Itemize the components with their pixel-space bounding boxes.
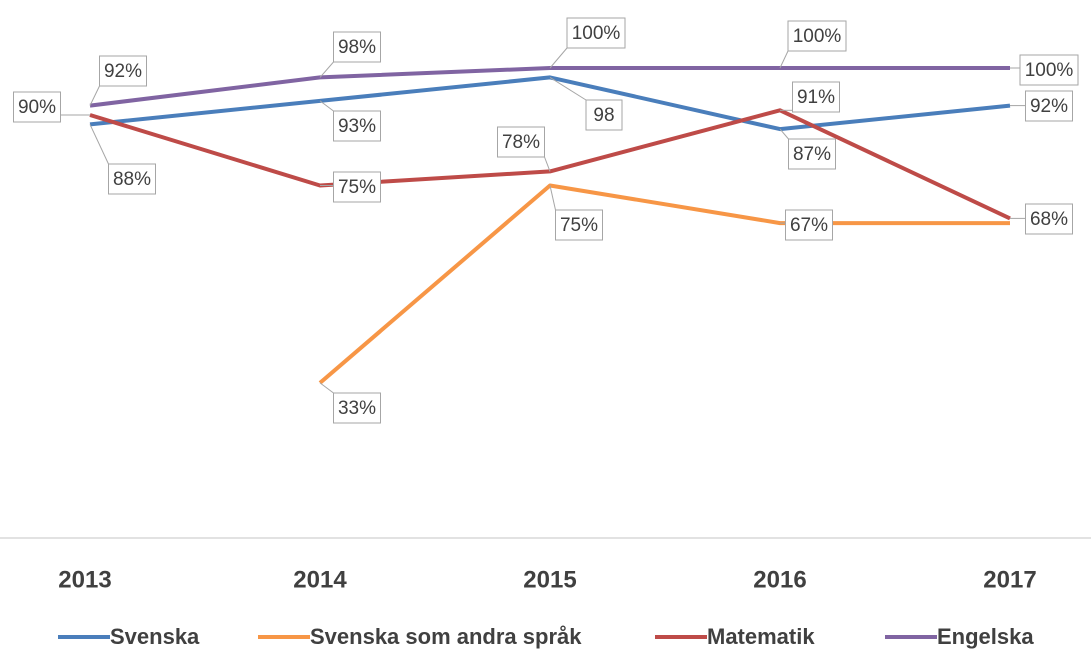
legend-label: Svenska bbox=[110, 624, 200, 649]
data-label-text: 100% bbox=[1025, 60, 1074, 81]
x-tick-label: 2017 bbox=[983, 566, 1036, 593]
data-label: 33% bbox=[319, 382, 381, 424]
label-leader bbox=[549, 76, 587, 101]
data-label-text: 33% bbox=[338, 398, 376, 419]
label-leader bbox=[89, 124, 109, 165]
data-label-text: 68% bbox=[1030, 209, 1068, 230]
label-leader bbox=[549, 47, 568, 69]
data-label-text: 87% bbox=[793, 144, 831, 165]
data-label: 75% bbox=[549, 185, 603, 241]
data-label: 98% bbox=[319, 31, 381, 78]
label-box bbox=[788, 138, 836, 170]
label-box bbox=[99, 55, 147, 87]
label-leader bbox=[544, 156, 551, 172]
label-box bbox=[108, 163, 156, 195]
data-label-text: 75% bbox=[560, 215, 598, 236]
legend-label: Matematik bbox=[707, 624, 815, 649]
data-label: 100% bbox=[779, 20, 847, 69]
data-label-text: 75% bbox=[338, 177, 376, 198]
label-box bbox=[1019, 54, 1079, 86]
data-label-text: 100% bbox=[572, 23, 621, 44]
label-leader bbox=[319, 382, 334, 394]
label-box bbox=[333, 392, 381, 424]
data-label: 100% bbox=[549, 17, 626, 69]
series-line bbox=[89, 75, 1011, 132]
data-label-text: 93% bbox=[338, 116, 376, 137]
label-leader bbox=[779, 128, 789, 140]
label-box bbox=[497, 126, 545, 158]
data-label: 100% bbox=[1010, 54, 1079, 86]
label-box bbox=[13, 91, 61, 123]
data-label-text: 90% bbox=[18, 97, 56, 118]
data-label-text: 78% bbox=[502, 132, 540, 153]
data-label-text: 92% bbox=[104, 61, 142, 82]
data-label-text: 100% bbox=[793, 26, 842, 47]
data-label: 78% bbox=[497, 126, 551, 172]
data-label: 67% bbox=[780, 209, 833, 241]
data-label: 92% bbox=[1010, 90, 1073, 122]
label-box bbox=[792, 81, 840, 113]
label-leader bbox=[319, 61, 334, 78]
label-leader bbox=[319, 100, 334, 112]
data-label: 98 bbox=[549, 76, 623, 131]
data-label: 87% bbox=[779, 128, 836, 170]
legend-label: Engelska bbox=[937, 624, 1034, 649]
label-box bbox=[585, 99, 623, 131]
label-box bbox=[333, 171, 381, 203]
label-box bbox=[566, 17, 626, 49]
data-label: 68% bbox=[1010, 203, 1073, 235]
label-box bbox=[555, 209, 603, 241]
data-label-text: 91% bbox=[797, 87, 835, 108]
label-box bbox=[333, 31, 381, 63]
x-tick-label: 2014 bbox=[293, 566, 347, 593]
series-line bbox=[89, 108, 1011, 221]
x-tick-label: 2015 bbox=[523, 566, 576, 593]
label-box bbox=[785, 209, 833, 241]
data-label-text: 98% bbox=[338, 37, 376, 58]
data-label: 93% bbox=[319, 100, 381, 142]
label-box bbox=[1025, 90, 1073, 122]
label-box bbox=[1025, 203, 1073, 235]
series-line bbox=[318, 183, 1010, 385]
label-box bbox=[787, 20, 847, 52]
x-tick-label: 2013 bbox=[58, 566, 111, 593]
data-label: 88% bbox=[89, 124, 156, 195]
data-label: 90% bbox=[13, 91, 90, 123]
data-label: 91% bbox=[780, 81, 840, 113]
series-line bbox=[89, 66, 1010, 108]
label-leader bbox=[89, 85, 100, 106]
label-leader bbox=[549, 185, 556, 211]
label-box bbox=[333, 110, 381, 142]
data-label-text: 88% bbox=[113, 169, 151, 190]
x-tick-label: 2016 bbox=[753, 566, 806, 593]
legend-label: Svenska som andra språk bbox=[310, 624, 582, 649]
data-label-text: 98 bbox=[593, 105, 614, 126]
data-label-text: 92% bbox=[1030, 96, 1068, 117]
data-label-text: 67% bbox=[790, 215, 828, 236]
label-leader bbox=[779, 50, 789, 69]
data-label: 92% bbox=[89, 55, 147, 106]
data-label: 75% bbox=[320, 171, 381, 203]
